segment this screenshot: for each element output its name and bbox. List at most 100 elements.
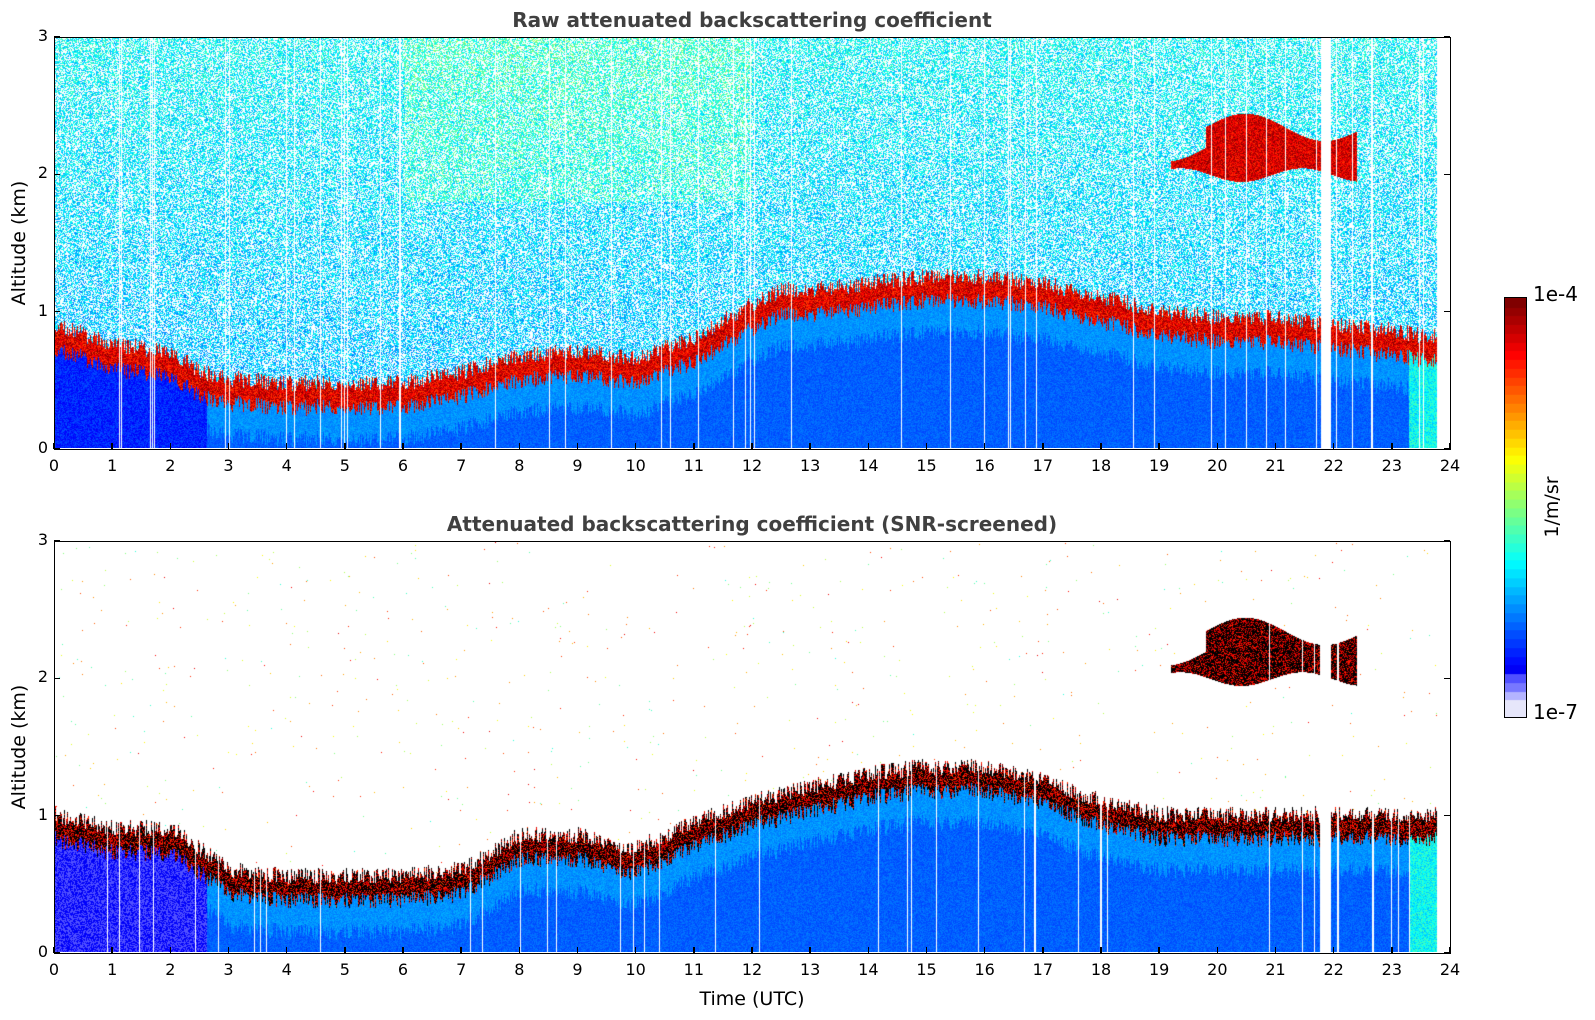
x-axis-label: Time (UTC) [699,988,805,1010]
x-tick-label: 2 [165,456,176,475]
y-tick-mark-right [1444,310,1450,313]
x-tick-label: 13 [799,960,821,979]
x-tick-label: 13 [799,456,821,475]
x-tick-label: 4 [281,456,292,475]
y-tick-mark [54,677,60,680]
y-tick-mark-right [1444,36,1450,38]
x-tick-mark [111,947,113,953]
bottom-y-axis-label: Altitude (km) [8,684,30,810]
y-tick-mark-right [1444,952,1450,954]
x-tick-mark [693,443,695,449]
x-tick-mark [751,443,753,449]
x-tick-mark [227,443,230,449]
y-tick-label: 0 [37,942,48,961]
x-tick-mark [53,443,55,449]
y-tick-mark-right [1444,540,1450,542]
x-tick-label: 1 [107,456,118,475]
x-tick-mark [1158,443,1160,449]
y-tick-mark-right [1444,814,1450,817]
x-tick-label: 4 [281,960,292,979]
y-tick-mark-right [1444,173,1450,176]
x-tick-mark [460,443,462,449]
x-tick-mark [809,947,811,953]
y-tick-label: 3 [37,26,48,45]
x-tick-label: 15 [916,456,937,475]
x-tick-label: 12 [741,960,763,979]
colorbar-unit-label: 1/m/sr [1541,476,1563,538]
x-tick-mark [111,443,113,449]
x-tick-label: 12 [741,456,763,475]
x-tick-mark [867,443,870,449]
x-tick-label: 2 [165,960,176,979]
x-tick-mark [925,443,928,449]
x-tick-label: 11 [683,960,704,979]
x-tick-label: 5 [339,960,350,979]
y-tick-label: 0 [37,438,48,457]
x-tick-mark [1158,947,1160,953]
x-tick-label: 24 [1439,456,1461,475]
x-tick-label: 7 [456,960,467,979]
bottom-backscatter-image [55,542,1449,952]
x-tick-mark [1332,947,1335,953]
x-tick-label: 14 [858,456,879,475]
top-panel-title: Raw attenuated backscattering coefficien… [512,8,992,32]
x-tick-mark [983,443,986,449]
x-tick-label: 17 [1032,960,1053,979]
y-tick-label: 2 [37,667,48,687]
x-tick-label: 17 [1032,456,1053,475]
x-tick-mark [1216,443,1219,449]
x-tick-mark [1100,443,1102,449]
bottom-plot-area [54,541,1451,954]
x-tick-mark [634,443,637,449]
x-tick-mark [1449,443,1451,449]
x-tick-label: 21 [1265,960,1286,979]
top-plot-area [54,37,1451,450]
x-tick-mark [518,443,521,449]
x-tick-label: 10 [625,456,646,475]
x-tick-label: 20 [1207,456,1228,475]
x-tick-label: 23 [1381,456,1402,475]
y-tick-mark [54,952,60,954]
x-tick-label: 14 [858,960,879,979]
top-backscatter-image [55,38,1449,448]
y-tick-mark [54,448,60,450]
x-tick-label: 15 [916,960,937,979]
x-tick-label: 3 [223,960,234,979]
y-tick-label: 3 [37,530,48,549]
y-tick-label: 1 [37,300,48,320]
x-tick-label: 20 [1207,960,1228,979]
x-tick-label: 0 [48,960,60,979]
y-tick-label: 2 [37,163,48,183]
x-tick-mark [227,947,230,953]
x-tick-mark [402,947,404,953]
colorbar-min-label: 1e-7 [1533,700,1578,724]
y-tick-label: 1 [37,804,48,824]
x-tick-mark [1274,443,1277,449]
bottom-panel-title: Attenuated backscattering coefficient (S… [446,512,1058,536]
x-tick-label: 24 [1439,960,1461,979]
x-tick-label: 21 [1265,456,1286,475]
x-tick-label: 6 [397,960,409,979]
x-tick-mark [1042,443,1044,449]
x-tick-mark [1391,443,1393,449]
x-tick-mark [576,443,579,449]
x-tick-label: 6 [397,456,409,475]
x-tick-label: 22 [1323,456,1344,475]
x-tick-mark [634,947,637,953]
x-tick-label: 19 [1148,456,1170,475]
x-tick-mark [460,947,462,953]
x-tick-label: 11 [683,456,704,475]
y-tick-mark [54,310,60,313]
x-tick-mark [1332,443,1335,449]
x-tick-mark [518,947,521,953]
x-tick-mark [344,947,346,953]
x-tick-label: 23 [1381,960,1402,979]
x-tick-label: 19 [1148,960,1170,979]
colorbar-max-label: 1e-4 [1533,282,1578,306]
x-tick-mark [169,947,172,953]
y-tick-mark [54,540,60,542]
x-tick-mark [53,947,55,953]
x-tick-mark [925,947,928,953]
x-tick-mark [1449,947,1451,953]
y-tick-mark [54,173,60,176]
